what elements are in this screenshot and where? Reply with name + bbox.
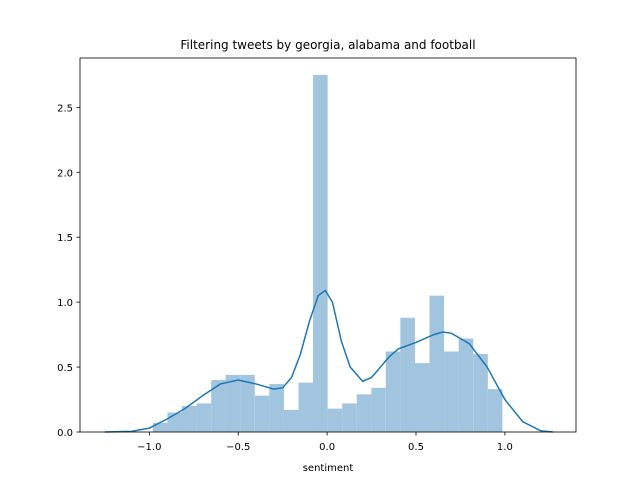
bar: [356, 394, 372, 432]
x-tick-label: 0.0: [319, 442, 335, 453]
bar: [342, 403, 357, 432]
bar: [473, 354, 488, 432]
bar: [313, 74, 328, 432]
x-tick-label: 0.5: [408, 442, 424, 453]
bar: [487, 389, 503, 432]
y-tick-label: 1.0: [57, 298, 73, 309]
kde-line: [104, 289, 553, 433]
bar: [298, 382, 314, 432]
bar: [458, 338, 474, 432]
bar: [167, 412, 183, 432]
bar: [240, 374, 255, 432]
bar: [327, 408, 343, 432]
bar: [196, 403, 212, 432]
x-tick-label: 1.0: [497, 442, 513, 453]
bar: [225, 374, 241, 432]
x-axis-label: sentiment: [303, 463, 354, 474]
plot-frame: [79, 57, 577, 433]
bar: [414, 363, 430, 432]
bar: [182, 406, 197, 432]
bar: [254, 395, 270, 432]
y-tick-label: 0.0: [57, 428, 73, 439]
y-tick-label: 0.5: [57, 363, 73, 374]
bar: [444, 351, 459, 432]
bar: [400, 317, 415, 432]
y-tick-label: 1.5: [57, 233, 73, 244]
y-tick-label: 2.5: [57, 103, 73, 114]
bar: [385, 351, 401, 432]
bar: [152, 422, 168, 432]
bar: [283, 409, 299, 432]
bar: [269, 383, 284, 432]
chart-title: Filtering tweets by georgia, alabama and…: [180, 38, 475, 52]
bar: [371, 387, 386, 432]
bar: [429, 295, 445, 432]
y-tick-label: 2.0: [57, 168, 73, 179]
bar: [211, 380, 226, 432]
x-tick-label: −0.5: [226, 442, 250, 453]
x-tick-label: −1.0: [137, 442, 161, 453]
